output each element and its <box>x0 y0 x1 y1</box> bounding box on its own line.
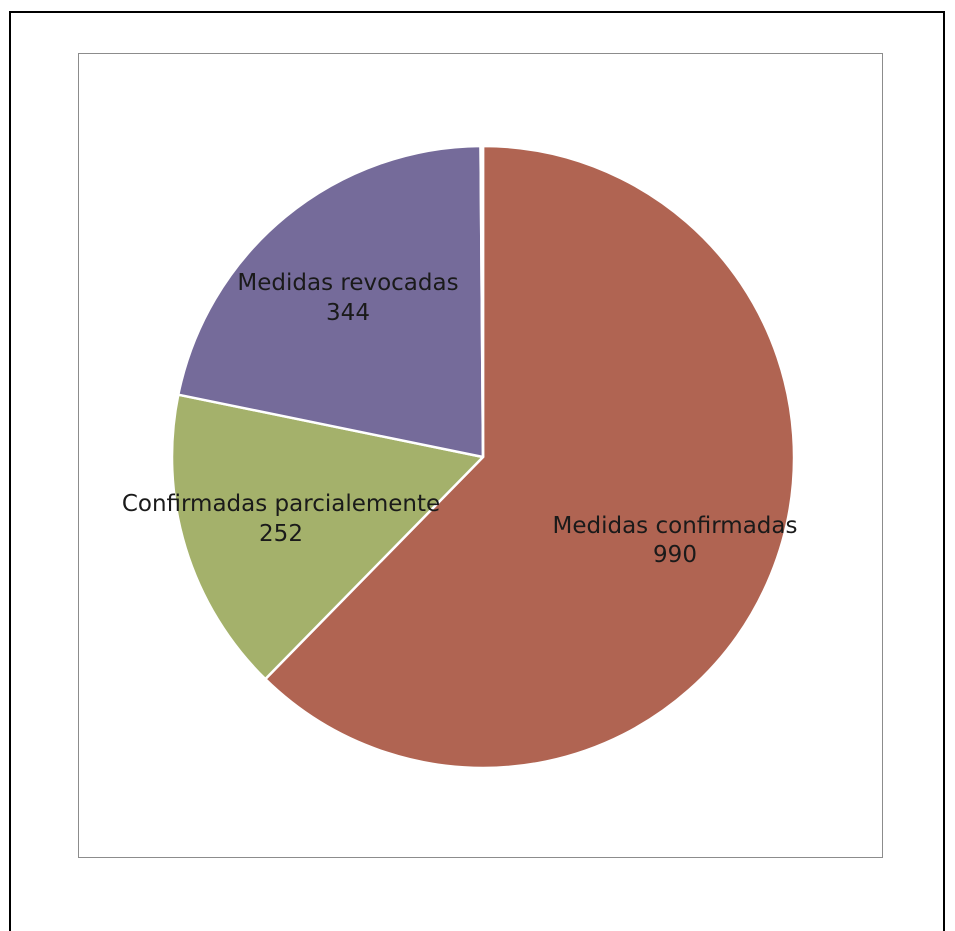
pie-slice-confirmadas-parcialemente <box>170 393 485 681</box>
slice-label-medidas-revocadas: Medidas revocadas <box>237 270 458 296</box>
page-frame <box>9 11 945 931</box>
pie-slice-medidas-confirmadas <box>264 144 796 770</box>
slice-value-confirmadas-parcialemente: 252 <box>259 521 303 547</box>
slice-label-medidas-confirmadas: Medidas confirmadas <box>553 513 798 539</box>
pie-slice-medidas-revocadas <box>177 144 485 459</box>
pie-slices <box>170 144 796 770</box>
slice-value-medidas-revocadas: 344 <box>326 300 370 326</box>
slice-value-medidas-confirmadas: 990 <box>653 542 697 568</box>
pie-labels: Medidas confirmadas 990 Confirmadas parc… <box>122 270 798 568</box>
slice-label-confirmadas-parcialemente: Confirmadas parcialemente <box>122 491 440 517</box>
pie-slice-minor-3 <box>479 144 485 459</box>
